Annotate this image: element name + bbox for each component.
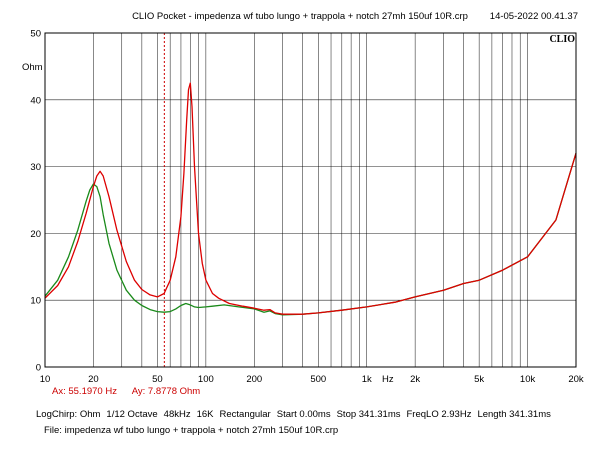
cursor-y-readout: Ay: 7.8778 Ohm	[131, 386, 201, 397]
clio-logo: CLIO	[549, 34, 575, 45]
x-tick-label: 500	[310, 374, 326, 385]
settings-item: 1/12 Octave	[106, 409, 158, 420]
chart-datetime: 14-05-2022 00.41.37	[490, 11, 578, 22]
chart-grid	[45, 33, 576, 367]
x-tick-label: 1k	[362, 374, 372, 385]
settings-item: 48kHz	[163, 409, 191, 420]
settings-item: FreqLO 2.93Hz	[406, 409, 472, 420]
x-tick-label: 2k	[410, 374, 420, 385]
plot-frame	[44, 32, 577, 368]
y-axis-unit: Ohm	[22, 62, 43, 73]
cursor-x-readout: Ax: 55.1970 Hz	[52, 386, 117, 397]
x-tick-label: 10k	[520, 374, 536, 385]
y-tick-label: 50	[30, 29, 41, 40]
file-path: File: impedenza wf tubo lungo + trappola…	[44, 425, 339, 436]
x-tick-label: 20k	[568, 374, 584, 385]
x-tick-label: 5k	[474, 374, 484, 385]
y-tick-label: 20	[30, 229, 41, 240]
measurement-settings: LogChirp: Ohm 1/12 Octave 48kHz 16K Rectangu…	[36, 409, 557, 420]
x-tick-label: 200	[246, 374, 262, 385]
settings-item: 16K	[196, 409, 214, 420]
settings-item: Start 0.00ms	[276, 409, 331, 420]
x-tick-label: 20	[88, 374, 99, 385]
chart-title: CLIO Pocket - impedenza wf tubo lungo + …	[132, 11, 468, 22]
series-line-green	[44, 153, 577, 316]
x-tick-label: 10	[40, 374, 51, 385]
y-tick-label: 10	[30, 296, 41, 307]
y-tick-label: 0	[36, 363, 41, 374]
x-tick-label: 100	[198, 374, 214, 385]
series-line-red	[44, 82, 577, 315]
y-tick-label: 40	[30, 95, 41, 106]
x-tick-label: 50	[152, 374, 163, 385]
y-tick-label: 30	[30, 162, 41, 173]
settings-item: Stop 341.31ms	[336, 409, 401, 420]
settings-item: Length 341.31ms	[477, 409, 551, 420]
series-layer	[44, 82, 577, 316]
x-axis-unit: Hz	[382, 374, 394, 385]
settings-item: LogChirp: Ohm	[36, 409, 101, 420]
settings-item: Rectangular	[219, 409, 271, 420]
